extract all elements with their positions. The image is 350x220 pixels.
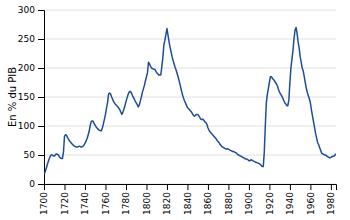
tick-mark [331, 184, 332, 190]
tick-label: 150 [18, 92, 35, 102]
tick-label: 300 [18, 5, 35, 15]
y-grid [44, 10, 336, 184]
tick-label: 1800 [142, 192, 152, 215]
tick-mark [85, 184, 86, 190]
tick-label: 1820 [162, 192, 172, 215]
tick-label: 1760 [101, 192, 111, 215]
tick-mark [146, 184, 147, 190]
x-tick: 1760 [101, 184, 111, 215]
tick-mark [38, 126, 44, 127]
x-tick: 1960 [306, 184, 316, 215]
tick-mark [38, 39, 44, 40]
tick-mark [38, 155, 44, 156]
tick-mark [38, 68, 44, 69]
grid-line [44, 68, 336, 69]
x-tick: 1780 [121, 184, 131, 215]
tick-mark [208, 184, 209, 190]
y-tick: 0 [29, 179, 44, 189]
grid-line [44, 10, 336, 11]
tick-label: 50 [24, 150, 36, 160]
tick-mark [38, 184, 44, 185]
tick-label: 1900 [244, 192, 254, 215]
tick-mark [228, 184, 229, 190]
tick-label: 1920 [265, 192, 275, 215]
x-tick: 1820 [162, 184, 172, 215]
x-tick: 1700 [39, 184, 49, 215]
tick-label: 1700 [39, 192, 49, 215]
tick-label: 250 [18, 34, 35, 44]
x-tick: 1740 [80, 184, 90, 215]
tick-mark [310, 184, 311, 190]
grid-line [44, 155, 336, 156]
tick-mark [167, 184, 168, 190]
tick-label: 1740 [80, 192, 90, 215]
grid-line [44, 97, 336, 98]
x-tick: 1800 [142, 184, 152, 215]
tick-mark [105, 184, 106, 190]
plot-area: 1700 1720 1740 1760 1780 1800 1820 1840 1860 1880… [18, 5, 337, 215]
y-tick: 150 [18, 92, 44, 102]
y-axis-title: En % du PIB [7, 67, 18, 127]
grid-line [44, 39, 336, 40]
y-tick: 200 [18, 63, 44, 73]
tick-label: 1860 [203, 192, 213, 215]
tick-mark [64, 184, 65, 190]
y-tick: 300 [18, 5, 44, 15]
y-axis-line [38, 11, 45, 185]
tick-label: 1780 [121, 192, 131, 215]
x-tick: 1880 [224, 184, 234, 215]
grid-line [44, 126, 336, 127]
tick-label: 0 [29, 179, 35, 189]
x-tick: 1920 [265, 184, 275, 215]
x-tick: 1840 [183, 184, 193, 215]
y-tick: 100 [18, 121, 44, 131]
tick-label: 1720 [60, 192, 70, 215]
x-tick: 1720 [60, 184, 70, 215]
x-tick: 1980 [326, 184, 336, 215]
chart: 1700 1720 1740 1760 1780 1800 1820 1840 1860 1880… [0, 0, 350, 220]
tick-label: 1980 [326, 192, 336, 215]
y-tick: 50 [24, 150, 44, 160]
y-tick: 250 [18, 34, 44, 44]
tick-mark [290, 184, 291, 190]
x-tick: 1900 [244, 184, 254, 215]
x-axis-line [45, 185, 337, 191]
tick-label: 1960 [306, 192, 316, 215]
tick-mark [187, 184, 188, 190]
x-tick: 1940 [285, 184, 295, 215]
tick-label: 1940 [285, 192, 295, 215]
tick-mark [249, 184, 250, 190]
tick-mark [269, 184, 270, 190]
y-axis: 0 50 100 150 200 250 300 [18, 5, 45, 189]
tick-mark [126, 184, 127, 190]
series-group [44, 27, 336, 173]
tick-label: 100 [18, 121, 35, 131]
line [44, 27, 336, 173]
tick-label: 1880 [224, 192, 234, 215]
x-tick: 1860 [203, 184, 213, 215]
x-axis: 1700 1720 1740 1760 1780 1800 1820 1840 1860 1880… [39, 184, 336, 215]
tick-mark [38, 97, 44, 98]
tick-mark [38, 10, 44, 11]
tick-label: 1840 [183, 192, 193, 215]
tick-label: 200 [18, 63, 35, 73]
